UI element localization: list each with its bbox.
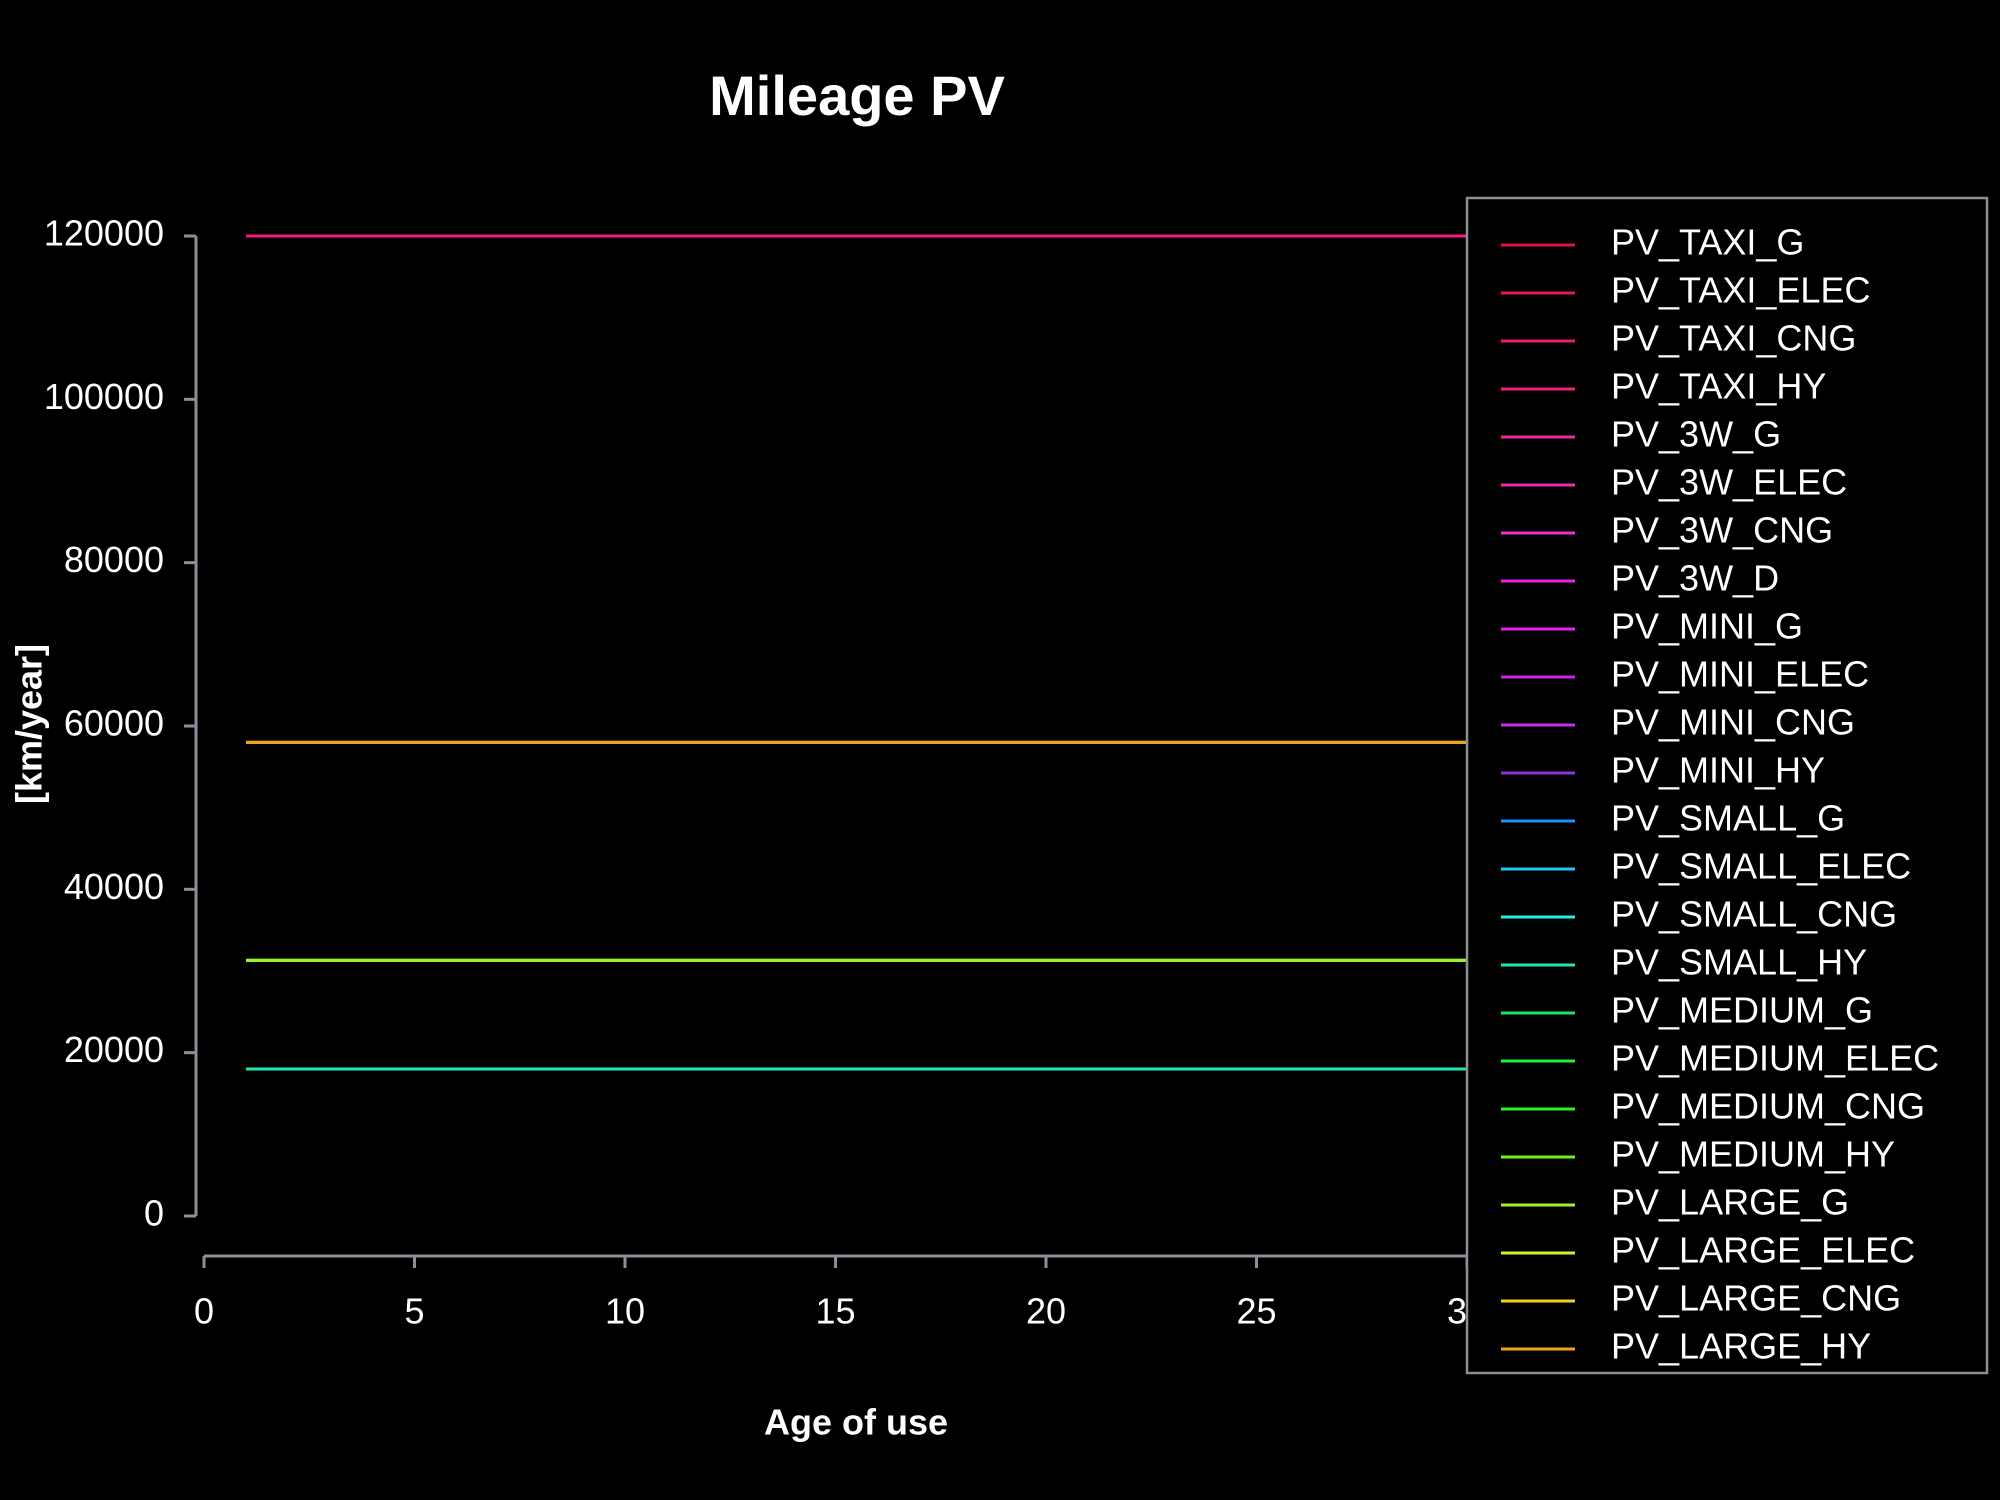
x-tick-label: 10	[605, 1291, 645, 1332]
legend-label: PV_MINI_CNG	[1611, 702, 1855, 743]
x-tick-label: 20	[1026, 1291, 1066, 1332]
y-tick-label: 60000	[64, 703, 164, 744]
legend-label: PV_TAXI_G	[1611, 222, 1804, 263]
legend-label: PV_MINI_G	[1611, 606, 1803, 647]
legend-label: PV_TAXI_ELEC	[1611, 270, 1870, 311]
legend-label: PV_LARGE_CNG	[1611, 1278, 1901, 1319]
legend-label: PV_MINI_HY	[1611, 750, 1825, 791]
legend-label: PV_3W_CNG	[1611, 510, 1833, 551]
y-tick-label: 80000	[64, 539, 164, 580]
y-tick-label: 20000	[64, 1029, 164, 1070]
legend-label: PV_TAXI_HY	[1611, 366, 1826, 407]
legend-label: PV_MEDIUM_G	[1611, 990, 1873, 1031]
x-tick-label: 25	[1236, 1291, 1276, 1332]
legend-label: PV_3W_G	[1611, 414, 1781, 455]
legend-label: PV_MINI_ELEC	[1611, 654, 1869, 695]
x-tick-label: 0	[194, 1291, 214, 1332]
legend-label: PV_3W_D	[1611, 558, 1779, 599]
y-axis-label: [km/year]	[9, 644, 50, 804]
chart-title: Mileage PV	[709, 64, 1005, 127]
legend-label: PV_SMALL_CNG	[1611, 894, 1897, 935]
legend-label: PV_SMALL_ELEC	[1611, 846, 1911, 887]
y-tick-label: 40000	[64, 866, 164, 907]
legend-label: PV_LARGE_G	[1611, 1182, 1849, 1223]
legend-label: PV_3W_ELEC	[1611, 462, 1847, 503]
legend-label: PV_LARGE_HY	[1611, 1326, 1871, 1367]
legend-label: PV_TAXI_CNG	[1611, 318, 1856, 359]
legend-box	[1465, 196, 1989, 1375]
x-tick-label: 5	[404, 1291, 424, 1332]
legend-label: PV_MEDIUM_HY	[1611, 1134, 1895, 1175]
y-tick-label: 120000	[44, 213, 164, 254]
legend-label: PV_LARGE_ELEC	[1611, 1230, 1915, 1271]
legend-label: PV_SMALL_G	[1611, 798, 1845, 839]
y-tick-label: 0	[144, 1193, 164, 1234]
y-tick-label: 100000	[44, 376, 164, 417]
x-axis-label: Age of use	[764, 1402, 948, 1443]
legend-label: PV_SMALL_HY	[1611, 942, 1867, 983]
x-tick-label: 15	[815, 1291, 855, 1332]
legend-label: PV_MEDIUM_ELEC	[1611, 1038, 1939, 1079]
legend-label: PV_MEDIUM_CNG	[1611, 1086, 1925, 1127]
